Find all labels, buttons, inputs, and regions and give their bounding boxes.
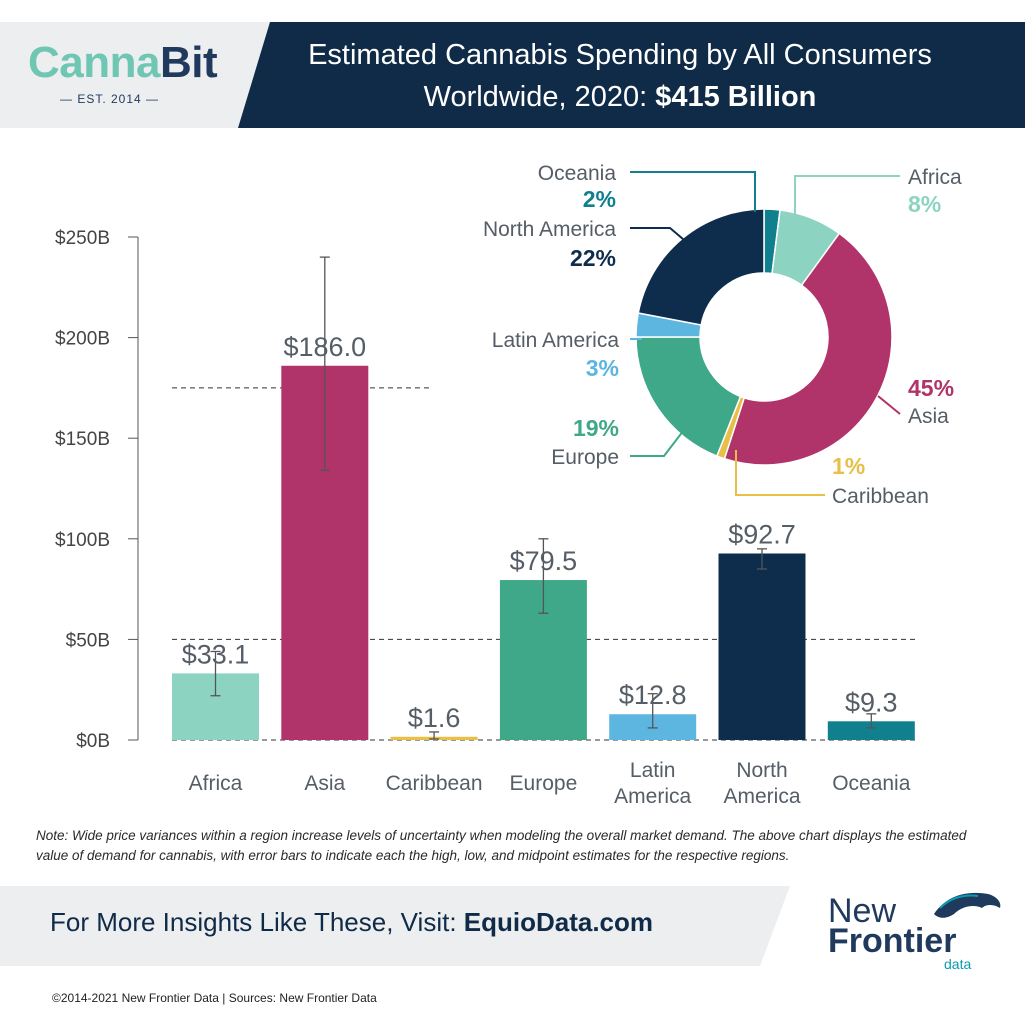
x-tick-label: Africa — [189, 772, 243, 795]
title-line-2: Worldwide, 2020: $415 Billion — [270, 76, 970, 118]
title-line-2-prefix: Worldwide, 2020: — [423, 81, 656, 113]
x-tick-label: America — [723, 785, 800, 808]
title-panel — [238, 22, 1025, 128]
cta-text: For More Insights Like These, Visit: Equ… — [50, 907, 653, 938]
data-label: $92.7 — [728, 519, 796, 549]
slice-percent-label: 45% — [908, 375, 954, 401]
bar-oceania — [827, 721, 915, 740]
leader-line — [630, 227, 691, 246]
page-title: Estimated Cannabis Spending by All Consu… — [270, 34, 970, 118]
bar-north-america — [718, 553, 806, 740]
x-tick-label: Europe — [510, 772, 578, 795]
logo-canna: Canna — [28, 38, 160, 87]
x-tick-label: Latin — [630, 759, 676, 782]
slice-percent-label: 3% — [586, 355, 619, 381]
logo-frontier: Frontier — [828, 922, 957, 960]
bar-chart: $0B $50B $100B $150B $200B $250B $33.1 Africa $1… — [55, 228, 918, 808]
data-label: $1.6 — [408, 703, 461, 733]
x-tick-label: North — [736, 759, 787, 782]
new-frontier-logo: New Frontier data — [828, 890, 1001, 980]
y-tick-label: $150B — [55, 429, 110, 450]
slice-percent-label: 2% — [583, 186, 616, 212]
y-tick-label: $50B — [66, 630, 110, 651]
y-tick-label: $0B — [76, 731, 110, 752]
cta-panel — [0, 886, 790, 966]
logo-bit: Bit — [159, 38, 218, 87]
y-tick-label: $100B — [55, 530, 110, 551]
y-tick-label: $250B — [55, 228, 110, 249]
header: CannaBit — EST. 2014 — Estimated Cannabi… — [0, 0, 1025, 128]
x-tick-label: Asia — [304, 772, 345, 795]
leader-line — [794, 175, 900, 215]
cta-prefix: For More Insights Like These, Visit: — [50, 907, 464, 937]
slice-name-label: North America — [483, 218, 616, 241]
logo-established: — EST. 2014 — — [60, 92, 160, 106]
slice-name-label: Caribbean — [832, 485, 929, 508]
slice-percent-label: 1% — [832, 453, 865, 479]
footer: ©2014-2021 New Frontier Data | Sources: … — [52, 991, 377, 1005]
slice-name-label: Africa — [908, 166, 962, 189]
title-line-1: Estimated Cannabis Spending by All Consu… — [308, 39, 932, 71]
slice-name-label: Latin America — [492, 329, 620, 352]
data-label: $186.0 — [284, 332, 367, 362]
data-label: $33.1 — [182, 639, 250, 669]
logo-data: data — [944, 956, 972, 972]
data-label: $9.3 — [845, 687, 898, 717]
data-label: $79.5 — [510, 546, 578, 576]
leader-line — [877, 395, 901, 415]
slice-percent-label: 19% — [573, 415, 619, 441]
donut-slice-asia — [723, 232, 893, 466]
slice-percent-label: 22% — [570, 245, 616, 271]
horse-icon — [934, 892, 1001, 918]
x-tick-label: Caribbean — [386, 772, 483, 795]
leader-line — [735, 450, 825, 496]
title-total: $415 Billion — [655, 81, 817, 113]
donut-slice-north-america — [637, 208, 765, 326]
x-tick-label: America — [614, 785, 691, 808]
chart-area: $0B $50B $100B $150B $200B $250B $33.1 Africa $1… — [55, 162, 962, 808]
data-label: $12.8 — [619, 680, 687, 710]
logo-new: New — [828, 892, 897, 930]
slice-percent-label: 8% — [908, 191, 941, 217]
cannabit-logo: CannaBit — [28, 38, 218, 88]
slice-name-label: Oceania — [538, 162, 617, 185]
slice-name-label: Asia — [908, 405, 949, 428]
chart-note: Note: Wide price variances within a regi… — [36, 828, 967, 863]
leader-line — [630, 421, 691, 457]
x-tick-label: Oceania — [832, 772, 911, 795]
leader-line — [630, 171, 756, 212]
y-tick-label: $200B — [55, 329, 110, 350]
slice-name-label: Europe — [551, 446, 619, 469]
logo-panel — [0, 22, 270, 128]
cta-link[interactable]: EquioData.com — [463, 907, 654, 937]
